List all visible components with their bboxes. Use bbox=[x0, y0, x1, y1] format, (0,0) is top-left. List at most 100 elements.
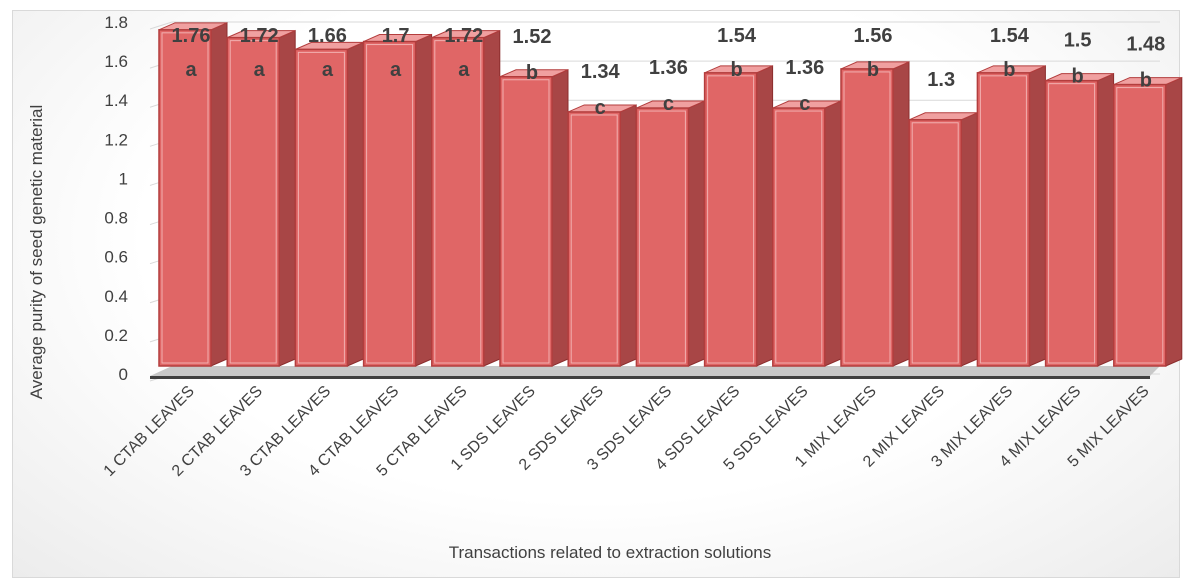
bar-highlight bbox=[366, 44, 414, 364]
bar-front bbox=[431, 36, 485, 367]
data-label: 1.72 bbox=[444, 25, 483, 47]
group-letter: c bbox=[799, 93, 810, 115]
bar-side bbox=[346, 41, 364, 367]
bars bbox=[158, 22, 1183, 367]
group-letter: b bbox=[867, 59, 879, 81]
bar bbox=[226, 29, 296, 367]
floor-surface bbox=[150, 366, 1160, 376]
bar bbox=[703, 65, 774, 367]
bar bbox=[1044, 72, 1115, 367]
bar-side bbox=[1165, 76, 1183, 367]
bar bbox=[499, 68, 569, 367]
data-label: 1.36 bbox=[649, 57, 688, 79]
y-tick-label: 1.8 bbox=[104, 13, 128, 32]
bar bbox=[772, 100, 842, 367]
data-label: 1.36 bbox=[785, 57, 824, 79]
y-tick-label: 1.2 bbox=[104, 130, 128, 149]
data-label: 1.34 bbox=[581, 61, 621, 83]
bar-side bbox=[756, 65, 774, 367]
data-label: 1.54 bbox=[990, 25, 1030, 47]
bar-highlight bbox=[297, 51, 345, 364]
data-label: 1.7 bbox=[382, 25, 410, 47]
bar-highlight bbox=[979, 75, 1027, 364]
group-letter: b bbox=[730, 59, 742, 81]
bar bbox=[431, 29, 501, 367]
bar-front bbox=[908, 119, 962, 367]
bar-side bbox=[415, 33, 433, 367]
floor-edge bbox=[150, 376, 1150, 379]
group-letter: b bbox=[526, 62, 538, 84]
y-tick-label: 0.4 bbox=[104, 287, 128, 306]
bar-front bbox=[635, 107, 690, 367]
data-label: 1.48 bbox=[1126, 34, 1165, 56]
bar-front bbox=[772, 107, 826, 367]
bar-front bbox=[703, 72, 758, 367]
bar-side bbox=[892, 61, 910, 367]
data-label: 1.5 bbox=[1064, 30, 1092, 52]
bar-highlight bbox=[434, 40, 482, 364]
bar bbox=[158, 22, 228, 367]
bar-front bbox=[567, 111, 621, 367]
bar-side bbox=[551, 68, 569, 367]
bar bbox=[908, 112, 978, 367]
bar-highlight bbox=[570, 114, 618, 364]
bar-highlight bbox=[161, 32, 209, 364]
bar bbox=[294, 41, 364, 367]
group-letter: a bbox=[254, 59, 266, 81]
bar-side bbox=[960, 112, 978, 367]
data-label: 1.3 bbox=[927, 69, 955, 91]
y-axis-title: Average purity of seed genetic material bbox=[27, 105, 46, 400]
bar-side bbox=[619, 104, 637, 367]
bar-front bbox=[976, 72, 1031, 367]
bar-highlight bbox=[1116, 87, 1164, 364]
y-axis-ticks: 0 0.2 0.4 0.6 0.8 1 1.2 1.4 1.6 1.8 bbox=[104, 13, 128, 384]
bar-highlight bbox=[843, 71, 891, 364]
bar-side bbox=[210, 22, 228, 367]
bar-side bbox=[687, 100, 705, 367]
group-letter: b bbox=[1071, 66, 1083, 88]
group-letter: b bbox=[1140, 70, 1152, 92]
chart-floor bbox=[150, 366, 1160, 379]
group-letter: a bbox=[322, 59, 334, 81]
bar-highlight bbox=[638, 110, 686, 364]
bar bbox=[635, 100, 705, 367]
bar-highlight bbox=[502, 79, 550, 364]
bar-highlight bbox=[775, 110, 823, 364]
group-letter: a bbox=[390, 59, 402, 81]
data-label: 1.52 bbox=[513, 26, 552, 48]
data-label: 1.66 bbox=[308, 25, 347, 47]
bar-side bbox=[483, 29, 501, 367]
bar-highlight bbox=[707, 75, 755, 364]
y-tick-label: 0.8 bbox=[104, 209, 128, 228]
x-axis-title: Transactions related to extraction solut… bbox=[449, 543, 772, 562]
data-label: 1.76 bbox=[172, 25, 211, 47]
y-tick-label: 1 bbox=[119, 169, 128, 188]
bar bbox=[362, 33, 433, 367]
bar-front bbox=[840, 68, 894, 367]
y-tick-label: 0.6 bbox=[104, 248, 128, 267]
bar-highlight bbox=[229, 40, 277, 364]
bar-front bbox=[1044, 79, 1099, 367]
bar bbox=[976, 65, 1046, 367]
group-letter: a bbox=[185, 59, 197, 81]
bar-highlight bbox=[1048, 83, 1096, 364]
bar-front bbox=[158, 29, 212, 367]
bar-side bbox=[824, 100, 842, 367]
bar-side bbox=[1097, 72, 1115, 367]
data-label: 1.54 bbox=[717, 25, 757, 47]
y-tick-label: 0 bbox=[119, 365, 128, 384]
data-labels: 1.76 a 1.72 a 1.66 a 1.7 a 1.72 a 1.52 b 1.34 c 1.36 c 1… bbox=[172, 25, 1166, 119]
bar-side bbox=[1028, 65, 1046, 367]
data-label: 1.56 bbox=[854, 25, 893, 47]
group-letter: c bbox=[663, 93, 674, 115]
gridline-side bbox=[149, 21, 173, 30]
bar-side bbox=[278, 29, 296, 367]
bar-front bbox=[362, 40, 417, 367]
y-tick-label: 1.6 bbox=[104, 52, 128, 71]
group-letter: c bbox=[595, 97, 606, 119]
bar bbox=[567, 104, 637, 367]
bar-front bbox=[499, 76, 553, 367]
y-tick-label: 1.4 bbox=[104, 91, 128, 110]
bar-front bbox=[294, 48, 349, 367]
